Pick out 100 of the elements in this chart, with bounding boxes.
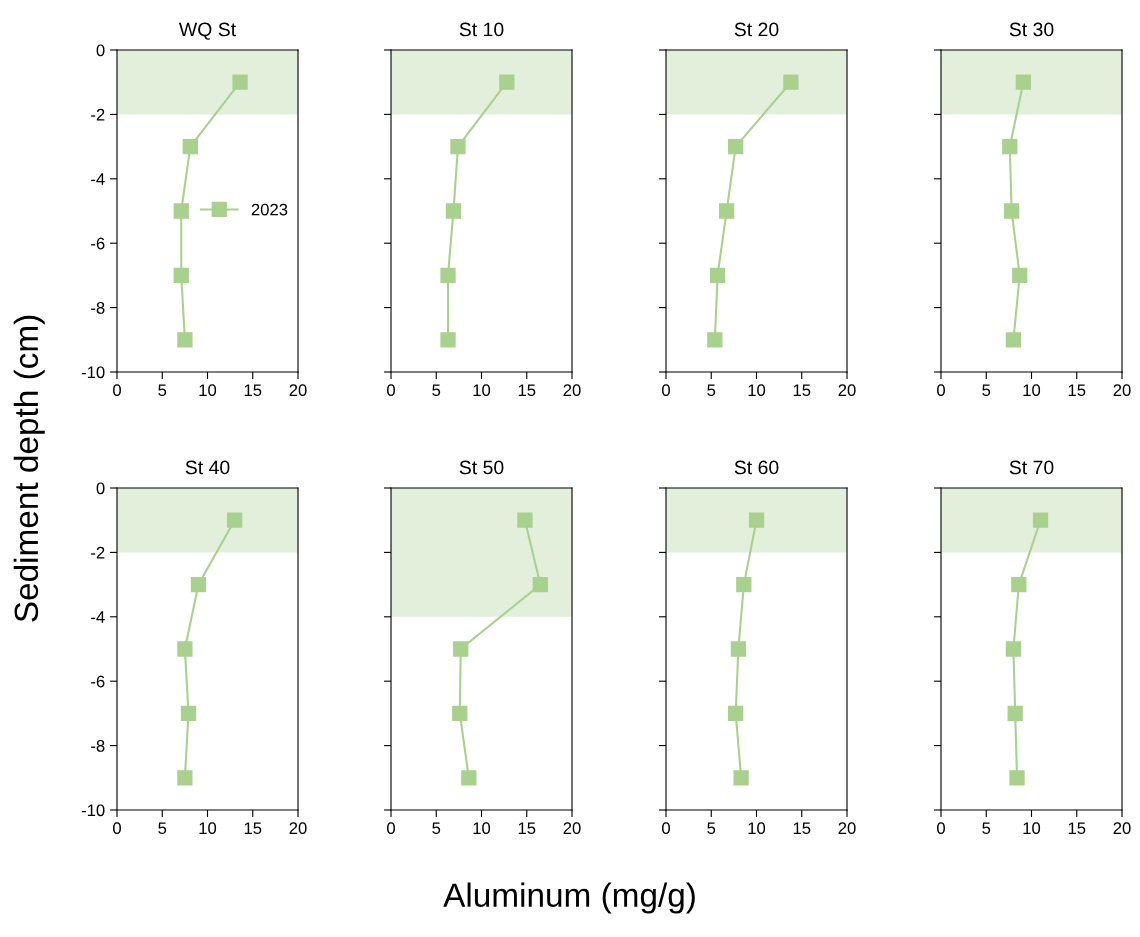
x-axis-title: Aluminum (mg/g): [443, 882, 695, 914]
y-tick-label: -2: [91, 546, 105, 559]
x-tick-label: 15: [1068, 822, 1086, 835]
x-tick-label: 0: [387, 822, 395, 835]
point: [445, 203, 462, 219]
point: [1002, 138, 1018, 155]
x-tick-label: 15: [518, 822, 536, 835]
x-tick-label: 10: [199, 384, 217, 397]
point: [718, 203, 735, 219]
point: [707, 332, 723, 348]
x-tick-label: 20: [1113, 822, 1131, 835]
point: [1015, 74, 1031, 90]
x-tick-label: 10: [748, 384, 766, 397]
x-tick-label: 0: [662, 822, 670, 835]
point: [227, 512, 243, 528]
x-tick-label: 15: [244, 822, 262, 835]
x-tick-label: 20: [289, 384, 307, 397]
x-tick-label: 0: [662, 384, 670, 397]
x-tick-label: 0: [937, 384, 945, 397]
point: [180, 705, 197, 722]
x-tick-label: 5: [432, 384, 441, 397]
x-tick-label: 5: [982, 822, 991, 835]
point: [499, 74, 515, 90]
x-tick-label: 15: [518, 384, 536, 397]
y-tick-label: -6: [91, 675, 105, 688]
point: [748, 512, 765, 528]
x-tick-label: 20: [838, 822, 856, 835]
x-tick-label: 10: [199, 822, 217, 835]
x-tick-label: 20: [289, 822, 307, 835]
point: [1012, 267, 1028, 284]
x-tick-label: 10: [1023, 822, 1041, 835]
point: [173, 267, 189, 284]
point: [177, 770, 193, 786]
chart-title: St 50: [459, 460, 504, 475]
chart-title: St 70: [1009, 460, 1054, 475]
x-tick-label: 15: [793, 384, 811, 397]
point: [182, 138, 198, 155]
point: [728, 138, 744, 155]
point: [232, 74, 248, 90]
legend-label: 2023: [251, 203, 288, 216]
x-tick-label: 10: [1023, 384, 1041, 397]
point: [1005, 332, 1022, 348]
x-tick-label: 5: [982, 384, 991, 397]
y-tick-label: -4: [91, 611, 105, 623]
y-tick-label: -8: [91, 302, 105, 314]
point: [1005, 641, 1022, 657]
x-tick-label: 15: [244, 384, 262, 397]
point: [440, 267, 456, 284]
chart-title: St 10: [459, 22, 504, 37]
point: [461, 770, 477, 786]
point: [190, 576, 207, 593]
point: [733, 770, 749, 786]
chart-title: St 30: [1009, 22, 1054, 37]
x-tick-label: 10: [473, 384, 491, 397]
point: [452, 705, 468, 722]
point: [450, 138, 466, 155]
y-tick-label: -10: [81, 804, 105, 817]
point: [709, 267, 726, 284]
point: [1007, 705, 1023, 722]
point: [783, 74, 799, 90]
y-tick-label: -4: [91, 173, 105, 185]
point: [736, 576, 752, 593]
point: [1011, 576, 1027, 593]
point: [440, 332, 456, 348]
x-tick-label: 5: [707, 384, 716, 397]
y-tick-label: 0: [96, 482, 105, 495]
point: [177, 641, 193, 657]
x-tick-label: 10: [748, 822, 766, 835]
x-tick-label: 15: [1068, 384, 1086, 397]
x-tick-label: 10: [473, 822, 491, 835]
point: [517, 512, 533, 528]
x-tick-label: 20: [563, 384, 581, 397]
y-tick-label: -8: [91, 740, 105, 752]
y-tick-label: -6: [91, 237, 105, 250]
point: [1032, 512, 1049, 528]
point: [728, 705, 744, 722]
y-tick-label: -10: [81, 366, 105, 379]
x-tick-label: 15: [793, 822, 811, 835]
chart-title: St 60: [734, 460, 779, 475]
x-tick-label: 0: [387, 384, 395, 397]
x-tick-label: 20: [1113, 384, 1131, 397]
chart-title: St 40: [185, 460, 230, 475]
chart-title: WQ St: [178, 22, 236, 40]
point: [730, 641, 747, 657]
chart-title: St 20: [734, 22, 779, 37]
x-tick-label: 0: [113, 384, 121, 397]
point: [453, 641, 469, 657]
x-tick-label: 0: [113, 822, 121, 835]
x-tick-label: 0: [937, 822, 945, 835]
x-tick-label: 20: [838, 384, 856, 397]
point: [1009, 770, 1025, 786]
point: [1003, 203, 1020, 219]
x-tick-label: 5: [707, 822, 716, 835]
y-axis-title: Sediment depth (cm): [13, 315, 45, 622]
point: [173, 203, 189, 219]
point: [177, 332, 193, 348]
y-tick-label: -2: [91, 108, 105, 121]
point: [532, 576, 548, 593]
x-tick-label: 5: [432, 822, 441, 835]
x-tick-label: 5: [158, 822, 167, 835]
